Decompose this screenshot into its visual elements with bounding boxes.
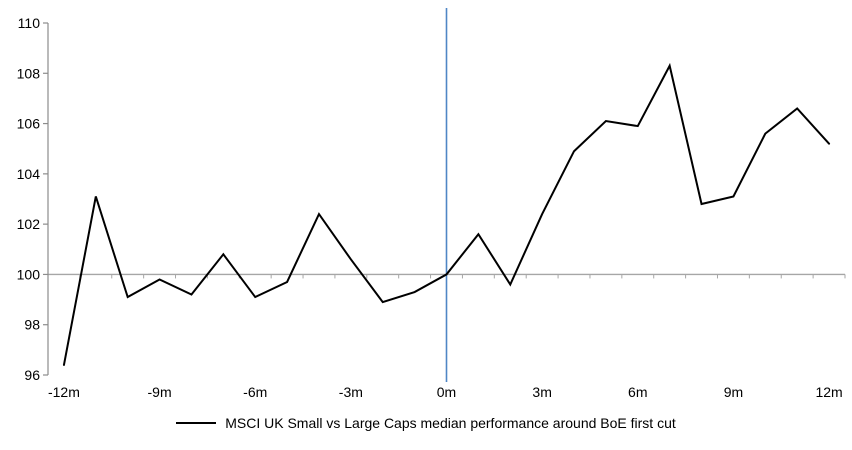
x-tick-label: -9m [148, 384, 172, 400]
legend: MSCI UK Small vs Large Caps median perfo… [0, 415, 852, 431]
y-tick-label: 98 [24, 317, 40, 333]
x-tick-label: -6m [243, 384, 267, 400]
y-tick-label: 96 [24, 367, 40, 383]
x-tick-label: 9m [724, 384, 743, 400]
x-tick-label: -12m [48, 384, 80, 400]
series-line [62, 62, 831, 366]
x-tick-label: 12m [815, 384, 842, 400]
y-tick-label: 102 [17, 216, 41, 232]
x-tick-label: -3m [339, 384, 363, 400]
legend-line-sample [176, 422, 217, 424]
x-tick-label: 3m [532, 384, 551, 400]
y-axis: 96 98 100 102 104 106 108 110 [17, 15, 49, 383]
legend-label: MSCI UK Small vs Large Caps median perfo… [225, 415, 676, 431]
y-tick-label: 106 [17, 116, 41, 132]
x-tick-label: 6m [628, 384, 647, 400]
y-tick-label: 110 [18, 15, 41, 31]
y-tick-label: 104 [17, 166, 41, 182]
y-tick-label: 100 [17, 266, 41, 282]
y-tick-label: 108 [17, 65, 41, 81]
x-tick-labels: -12m -9m -6m -3m 0m 3m 6m 9m 12m [48, 384, 843, 400]
x-tick-label: 0m [437, 384, 456, 400]
